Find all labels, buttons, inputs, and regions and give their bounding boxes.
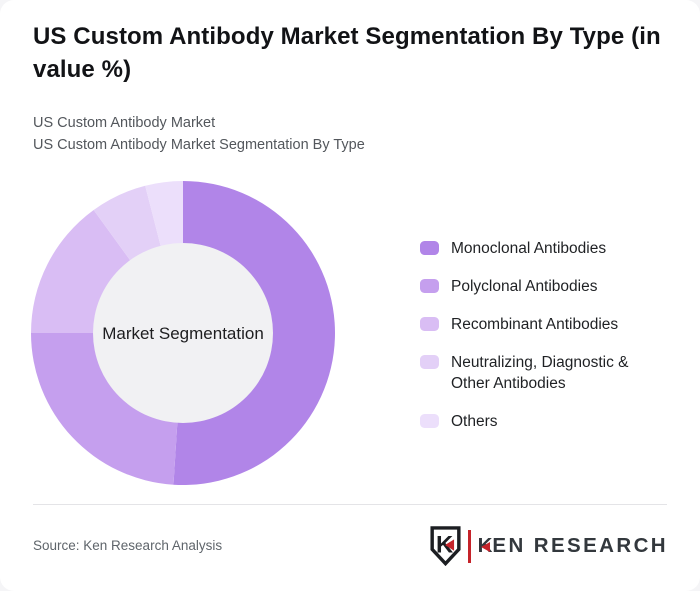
chart-legend: Monoclonal Antibodies Polyclonal Antibodi… bbox=[420, 238, 638, 449]
subtitle-line-1: US Custom Antibody Market bbox=[33, 115, 216, 131]
logo-wordmark: K EN RESEARCH bbox=[477, 534, 668, 557]
subtitle-line-2: US Custom Antibody Market Segmentation B… bbox=[33, 136, 365, 153]
chart-subtitle: US Custom Antibody Market US Custom Anti… bbox=[33, 113, 365, 156]
legend-label: Neutralizing, Diagnostic & Other Antibod… bbox=[451, 354, 629, 392]
legend-swatch bbox=[420, 355, 439, 369]
legend-label: Polyclonal Antibodies bbox=[451, 278, 598, 295]
logo-separator-bar bbox=[467, 529, 471, 563]
legend-swatch bbox=[420, 241, 439, 255]
donut-chart: Market Segmentation bbox=[31, 181, 335, 485]
source-note: Source: Ken Research Analysis bbox=[33, 538, 223, 553]
donut-slice-3[interactable] bbox=[31, 210, 131, 333]
legend-item-3: Recombinant Antibodies bbox=[420, 314, 638, 335]
legend-item-2: Polyclonal Antibodies bbox=[420, 276, 638, 297]
donut-slice-4[interactable] bbox=[93, 185, 161, 261]
legend-item-4: Neutralizing, Diagnostic & Other Antibod… bbox=[420, 352, 638, 394]
logo-shield-icon: K bbox=[430, 526, 461, 566]
footer-divider bbox=[33, 504, 667, 505]
donut-center-circle bbox=[93, 243, 273, 423]
donut-slice-1[interactable] bbox=[173, 181, 335, 485]
page-title: US Custom Antibody Market Segmentation B… bbox=[33, 23, 661, 83]
legend-label: Monoclonal Antibodies bbox=[451, 240, 607, 257]
donut-slice-5[interactable] bbox=[145, 181, 183, 247]
logo-k-triangle-icon bbox=[481, 542, 491, 552]
legend-label: Recombinant Antibodies bbox=[451, 316, 619, 333]
legend-swatch bbox=[420, 414, 439, 428]
legend-swatch bbox=[420, 279, 439, 293]
logo-shield-letter: K bbox=[436, 532, 453, 559]
legend-item-5: Others bbox=[420, 411, 638, 432]
ken-research-logo: K K EN RESEARCH bbox=[429, 526, 668, 566]
legend-label: Others bbox=[451, 413, 498, 430]
donut-center-label: Market Segmentation bbox=[102, 324, 264, 343]
legend-swatch bbox=[420, 317, 439, 331]
donut-slice-2[interactable] bbox=[31, 333, 178, 485]
legend-item-1: Monoclonal Antibodies bbox=[420, 238, 638, 259]
